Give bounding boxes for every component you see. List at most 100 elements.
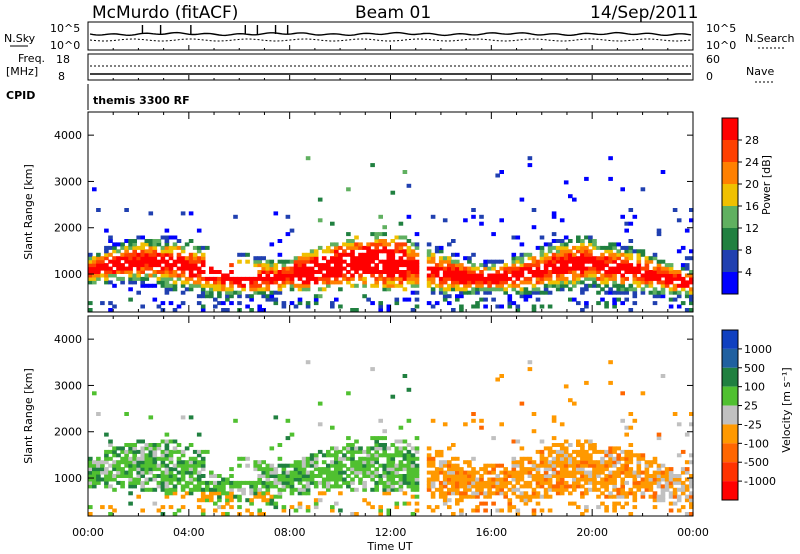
power-cell	[92, 266, 97, 271]
power-cell	[136, 263, 141, 268]
velocity-cell	[398, 453, 404, 458]
velocity-cell	[188, 480, 194, 485]
velocity-cell	[398, 480, 404, 485]
velocity-cell	[555, 449, 561, 454]
power-cell	[410, 276, 416, 281]
velocity-cell	[455, 498, 460, 503]
velocity-cell	[386, 487, 392, 492]
velocity-cell	[317, 467, 323, 472]
nave-tick-bottom: 0	[706, 70, 713, 83]
velocity-cell	[120, 446, 125, 451]
velocity-cell	[410, 477, 416, 482]
power-cell	[390, 270, 396, 274]
power-cell	[576, 273, 581, 278]
velocity-cell	[140, 480, 145, 485]
velocity-cell	[576, 449, 581, 454]
velocity-cell	[338, 508, 343, 513]
power-cell	[196, 259, 202, 264]
velocity-cell	[467, 480, 472, 485]
power-cell	[128, 276, 133, 281]
power-cell	[668, 297, 674, 302]
power-cell	[555, 259, 561, 264]
power-cell	[430, 214, 436, 219]
velocity-cell	[559, 422, 565, 427]
power-cell	[297, 297, 303, 302]
velocity-cell	[289, 463, 295, 468]
velocity-cell	[455, 463, 460, 468]
velocity-cell	[584, 460, 589, 465]
power-cell	[463, 273, 468, 278]
velocity-cell	[269, 484, 275, 489]
velocity-cell	[632, 453, 638, 458]
velocity-cell	[132, 467, 137, 472]
power-cell	[479, 273, 484, 278]
velocity-cell	[656, 480, 662, 485]
velocity-cell	[410, 484, 416, 489]
power-cell	[237, 290, 242, 295]
velocity-cell	[652, 477, 658, 482]
velocity-cell	[515, 480, 521, 485]
velocity-cell	[680, 484, 686, 489]
velocity-cell	[438, 480, 444, 485]
velocity-cell	[265, 498, 271, 503]
power-cell	[531, 283, 537, 288]
power-cell	[168, 287, 174, 292]
velocity-cell	[664, 467, 670, 472]
velocity-cell	[656, 463, 662, 468]
power-cell	[608, 176, 613, 181]
velocity-cell	[628, 487, 634, 492]
power-cell	[148, 242, 154, 247]
velocity-cell	[451, 474, 456, 478]
power-cell	[430, 256, 436, 261]
power-cell	[636, 249, 642, 254]
power-cell	[366, 259, 371, 264]
velocity-cell	[495, 508, 500, 513]
velocity-cell	[124, 453, 129, 458]
power-cell	[596, 256, 601, 261]
power-cell	[305, 276, 311, 281]
velocity-cell	[652, 474, 658, 478]
velocity-cell	[527, 494, 533, 499]
power-cell	[434, 263, 440, 268]
power-cell	[616, 290, 621, 295]
power-cell	[596, 301, 601, 306]
power-cell	[237, 259, 242, 264]
power-cell	[455, 297, 460, 302]
velocity-cell	[188, 456, 194, 461]
power-cell	[366, 263, 371, 268]
power-cell	[342, 276, 347, 281]
power-cell	[535, 297, 541, 302]
power-cell	[644, 283, 650, 288]
velocity-cell	[100, 463, 105, 468]
power-cell	[459, 287, 464, 292]
power-cell	[604, 256, 609, 261]
power-cell	[196, 276, 202, 281]
velocity-cell	[326, 467, 331, 472]
velocity-cell	[172, 487, 178, 492]
power-cell	[531, 256, 537, 261]
velocity-cell	[188, 491, 194, 496]
velocity-cell	[499, 374, 504, 378]
velocity-cell	[555, 463, 561, 468]
power-cell	[568, 297, 573, 302]
power-cell	[156, 259, 162, 264]
power-cell	[354, 242, 359, 247]
power-cell	[459, 308, 464, 312]
power-cell	[689, 276, 694, 281]
power-cell	[116, 242, 121, 247]
velocity-cell	[120, 467, 125, 472]
power-cell	[406, 270, 412, 274]
velocity-cell	[205, 484, 210, 489]
velocity-cell	[572, 463, 577, 468]
power-cell	[382, 287, 387, 292]
power-cell	[471, 214, 476, 219]
power-cell	[104, 256, 109, 261]
power-cell	[289, 266, 295, 271]
freq-tick-bottom: 8	[58, 70, 65, 83]
power-cell	[527, 276, 533, 281]
colorbar-tick-label: 4	[745, 266, 752, 279]
velocity-cell	[172, 484, 178, 489]
power-cell	[535, 259, 541, 264]
nsearch-label: N.Search	[745, 32, 795, 45]
velocity-cell	[414, 463, 420, 468]
